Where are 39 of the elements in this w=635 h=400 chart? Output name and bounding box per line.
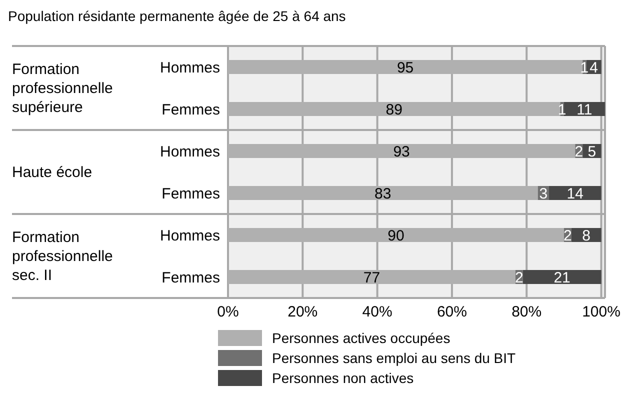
data-label: 3 xyxy=(539,185,548,202)
data-label: 1 xyxy=(558,101,566,118)
data-label: 2 xyxy=(564,227,572,244)
data-label: 11 xyxy=(576,101,592,118)
data-label: 4 xyxy=(590,59,598,76)
text: Haute école xyxy=(12,162,94,182)
y-tick-label: Femmes xyxy=(162,269,220,286)
data-label: 21 xyxy=(554,269,570,286)
data-label: 8 xyxy=(582,227,591,244)
data-label: 2 xyxy=(574,143,584,160)
x-tick-label: 100% xyxy=(582,304,620,321)
y-tick-label: Femmes xyxy=(162,185,220,202)
y-tick-label: Femmes xyxy=(162,101,220,118)
data-label: 77 xyxy=(363,269,380,286)
bar xyxy=(522,270,602,284)
bar xyxy=(549,186,602,200)
y-tick-label: Hommes xyxy=(160,227,220,244)
legend-label: Personnes non actives xyxy=(272,370,414,386)
x-tick-label: 80% xyxy=(512,304,542,321)
data-label: 1 xyxy=(580,59,589,76)
data-label: 5 xyxy=(588,143,596,160)
x-tick-label: 40% xyxy=(362,304,392,321)
x-tick-label: 20% xyxy=(288,304,318,321)
text: Formation professionnelle supérieure xyxy=(12,60,114,118)
data-label: 95 xyxy=(396,59,414,76)
text: Formation professionnelle sec. II xyxy=(12,228,114,286)
legend-label: Personnes sans emploi au sens du BIT xyxy=(272,350,516,366)
data-label: 89 xyxy=(386,101,402,118)
y-tick-label: Hommes xyxy=(160,143,220,160)
data-label: 2 xyxy=(514,269,524,286)
data-label: 93 xyxy=(393,143,410,160)
data-label: 14 xyxy=(566,185,584,202)
y-tick-label: Hommes xyxy=(160,59,220,76)
x-tick-label: 60% xyxy=(436,304,467,321)
data-label: 83 xyxy=(374,185,392,202)
legend-label: Personnes actives occupées xyxy=(272,330,450,346)
x-tick-label: 0% xyxy=(217,304,239,321)
data-label: 90 xyxy=(388,227,404,244)
chart-title: Population résidante permanente âgée de 25 à 64 ans xyxy=(8,8,347,26)
